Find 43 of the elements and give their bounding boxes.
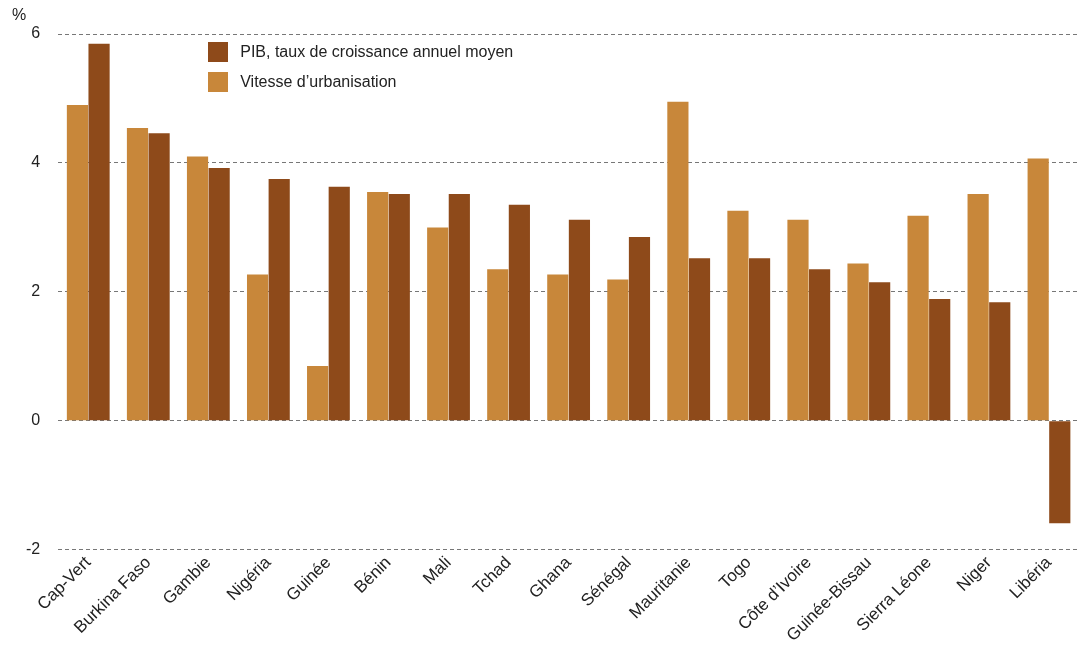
bar [809,269,831,421]
bar [448,193,470,421]
y-tick-label: 4 [31,153,41,171]
bar [1027,158,1049,421]
bar [727,210,749,421]
bar [126,128,149,421]
bar [688,258,711,421]
bar [989,302,1011,421]
bar [907,215,929,421]
legend-label: PIB, taux de croissance annuel moyen [240,43,514,61]
y-tick-label: -2 [25,540,41,558]
bar [388,193,410,421]
y-tick-label: 6 [31,24,41,42]
bar [208,168,230,421]
bar [328,186,350,421]
x-tick-label: Togo [715,552,755,593]
bar [967,193,989,421]
bar [186,156,209,421]
bar [148,133,170,421]
bar [787,219,809,421]
bar [246,274,269,421]
bar [367,191,389,421]
bar [508,204,530,421]
bar [268,179,290,421]
y-tick-label: 2 [31,282,41,300]
bar [929,298,951,421]
y-axis-title: % [12,6,27,24]
bar [607,279,629,421]
bar [628,237,651,421]
y-tick-label: 0 [31,411,41,429]
bar [1049,421,1071,524]
bar [667,101,689,421]
bar [547,274,569,421]
bar [847,263,869,421]
bar [748,258,771,421]
bar [869,282,891,421]
legend-label: Vitesse d’urbanisation [240,73,397,91]
bar [568,219,591,421]
bar [427,227,449,421]
bar [487,269,509,421]
bar [307,366,329,421]
bar [88,43,110,421]
bar [66,104,89,421]
